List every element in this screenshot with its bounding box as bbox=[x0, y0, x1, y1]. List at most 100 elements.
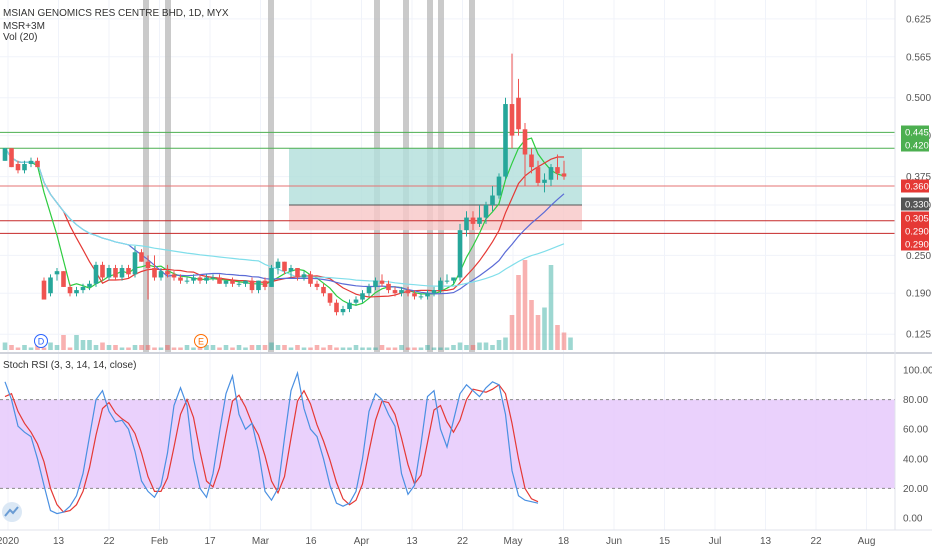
price-tag: 0.290 bbox=[901, 224, 929, 238]
volume-bar bbox=[145, 345, 151, 350]
candle bbox=[243, 280, 248, 287]
price-tag-bg bbox=[901, 125, 929, 139]
candle-body bbox=[197, 277, 203, 281]
candle-body bbox=[464, 217, 469, 231]
volume-bar bbox=[132, 345, 138, 350]
candle bbox=[217, 274, 222, 284]
price-tag-bg bbox=[901, 179, 929, 193]
candle bbox=[93, 261, 99, 287]
candle-body bbox=[236, 283, 242, 285]
tradingview-logo[interactable] bbox=[2, 502, 22, 522]
volume-bar bbox=[392, 347, 398, 350]
candle-body bbox=[516, 97, 521, 130]
candle bbox=[35, 157, 40, 168]
candle bbox=[438, 277, 443, 294]
candle-body bbox=[145, 261, 151, 269]
candle-body bbox=[542, 179, 547, 183]
candle bbox=[555, 154, 560, 180]
candle-body bbox=[132, 252, 138, 275]
volume-bar bbox=[464, 345, 469, 350]
volume-bar bbox=[438, 347, 443, 350]
candle bbox=[288, 264, 294, 278]
candle bbox=[269, 264, 274, 287]
time-axis[interactable]: 2020 13 22 Feb 17 Mar 16 Apr 13 22 May 18 Jun 15 Jul 13… bbox=[0, 536, 875, 547]
price-tag-label: 0.420 bbox=[905, 141, 929, 152]
time-axis-label: Jul bbox=[709, 536, 722, 547]
candle-body bbox=[22, 163, 27, 171]
candle-body bbox=[457, 230, 463, 278]
candle-body bbox=[275, 261, 281, 269]
volume-bar bbox=[555, 325, 560, 350]
candle bbox=[470, 211, 476, 231]
candle-body bbox=[340, 309, 346, 313]
candle-body bbox=[100, 264, 105, 278]
rsi-axis[interactable]: 100.00 80.00 60.00 40.00 20.00 0.00 bbox=[903, 366, 932, 525]
volume-bars bbox=[2, 260, 573, 350]
volume-bar bbox=[451, 345, 456, 350]
price-tags: 0.445 0.420 0.360 0.330 0.305 0.290 0.290 bbox=[901, 125, 929, 251]
volume-bar bbox=[80, 340, 86, 350]
candle bbox=[509, 53, 515, 149]
candle bbox=[464, 211, 469, 237]
volume-bar bbox=[431, 347, 437, 350]
candle bbox=[28, 157, 34, 168]
volume-bar bbox=[178, 347, 183, 350]
candle-body bbox=[425, 293, 430, 297]
candle-body bbox=[373, 280, 378, 287]
volume-bar bbox=[67, 347, 73, 350]
volume-bar bbox=[314, 345, 320, 350]
candle-body bbox=[152, 268, 157, 278]
volume-bar bbox=[74, 335, 79, 350]
time-axis-label: 22 bbox=[103, 536, 115, 547]
volume-bar bbox=[243, 347, 248, 350]
price-tag-label: 0.445 bbox=[905, 128, 929, 139]
event-marker: D bbox=[34, 334, 48, 348]
candle-body bbox=[87, 283, 92, 287]
candle bbox=[353, 296, 359, 306]
volume-bar bbox=[28, 347, 34, 350]
candle-body bbox=[490, 195, 495, 205]
vertical-marker bbox=[143, 0, 149, 352]
rsi-pane bbox=[0, 370, 895, 515]
volume-bar bbox=[35, 345, 40, 350]
time-axis-label: Apr bbox=[354, 536, 370, 547]
price-tag-bg bbox=[901, 224, 929, 238]
price-axis-label: 0.565 bbox=[906, 52, 931, 63]
candle bbox=[399, 286, 404, 297]
volume-bar bbox=[249, 345, 255, 350]
volume-bar bbox=[399, 345, 404, 350]
candle-body bbox=[301, 274, 307, 278]
candle-body bbox=[9, 148, 14, 168]
rsi-levels bbox=[0, 399, 895, 489]
volume-bar bbox=[217, 347, 222, 350]
volume-bar bbox=[490, 345, 495, 350]
volume-bar bbox=[139, 345, 144, 350]
candle-body bbox=[509, 104, 515, 136]
volume-bar bbox=[119, 347, 125, 350]
price-axis[interactable]: 0.6250.5650.5000.4400.3750.3300.2500.190… bbox=[906, 14, 931, 340]
rsi-axis-label: 100.00 bbox=[903, 366, 932, 377]
candle bbox=[80, 283, 86, 294]
volume-bar bbox=[561, 332, 567, 350]
event-circle bbox=[34, 334, 48, 348]
candle bbox=[9, 148, 14, 168]
candle-body bbox=[15, 163, 21, 171]
volume-bar bbox=[327, 345, 333, 350]
candle bbox=[158, 268, 164, 281]
volume-bar bbox=[444, 347, 450, 350]
volume-bar bbox=[106, 345, 112, 350]
candle bbox=[457, 223, 463, 281]
candle-body bbox=[451, 277, 456, 281]
time-axis-label: Jun bbox=[606, 536, 622, 547]
volume-bar bbox=[165, 345, 170, 350]
price-tag-bg bbox=[901, 197, 929, 211]
candle bbox=[490, 186, 495, 212]
candle bbox=[373, 277, 378, 291]
candle bbox=[522, 122, 528, 187]
candle-body bbox=[48, 277, 53, 294]
volume-bar bbox=[425, 345, 430, 350]
time-axis-label: 16 bbox=[305, 536, 317, 547]
candle bbox=[542, 173, 547, 193]
volume-bar bbox=[256, 345, 261, 350]
volume-bar bbox=[54, 345, 60, 350]
